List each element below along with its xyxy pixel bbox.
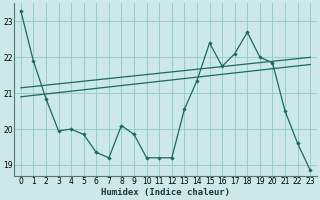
X-axis label: Humidex (Indice chaleur): Humidex (Indice chaleur) xyxy=(101,188,230,197)
